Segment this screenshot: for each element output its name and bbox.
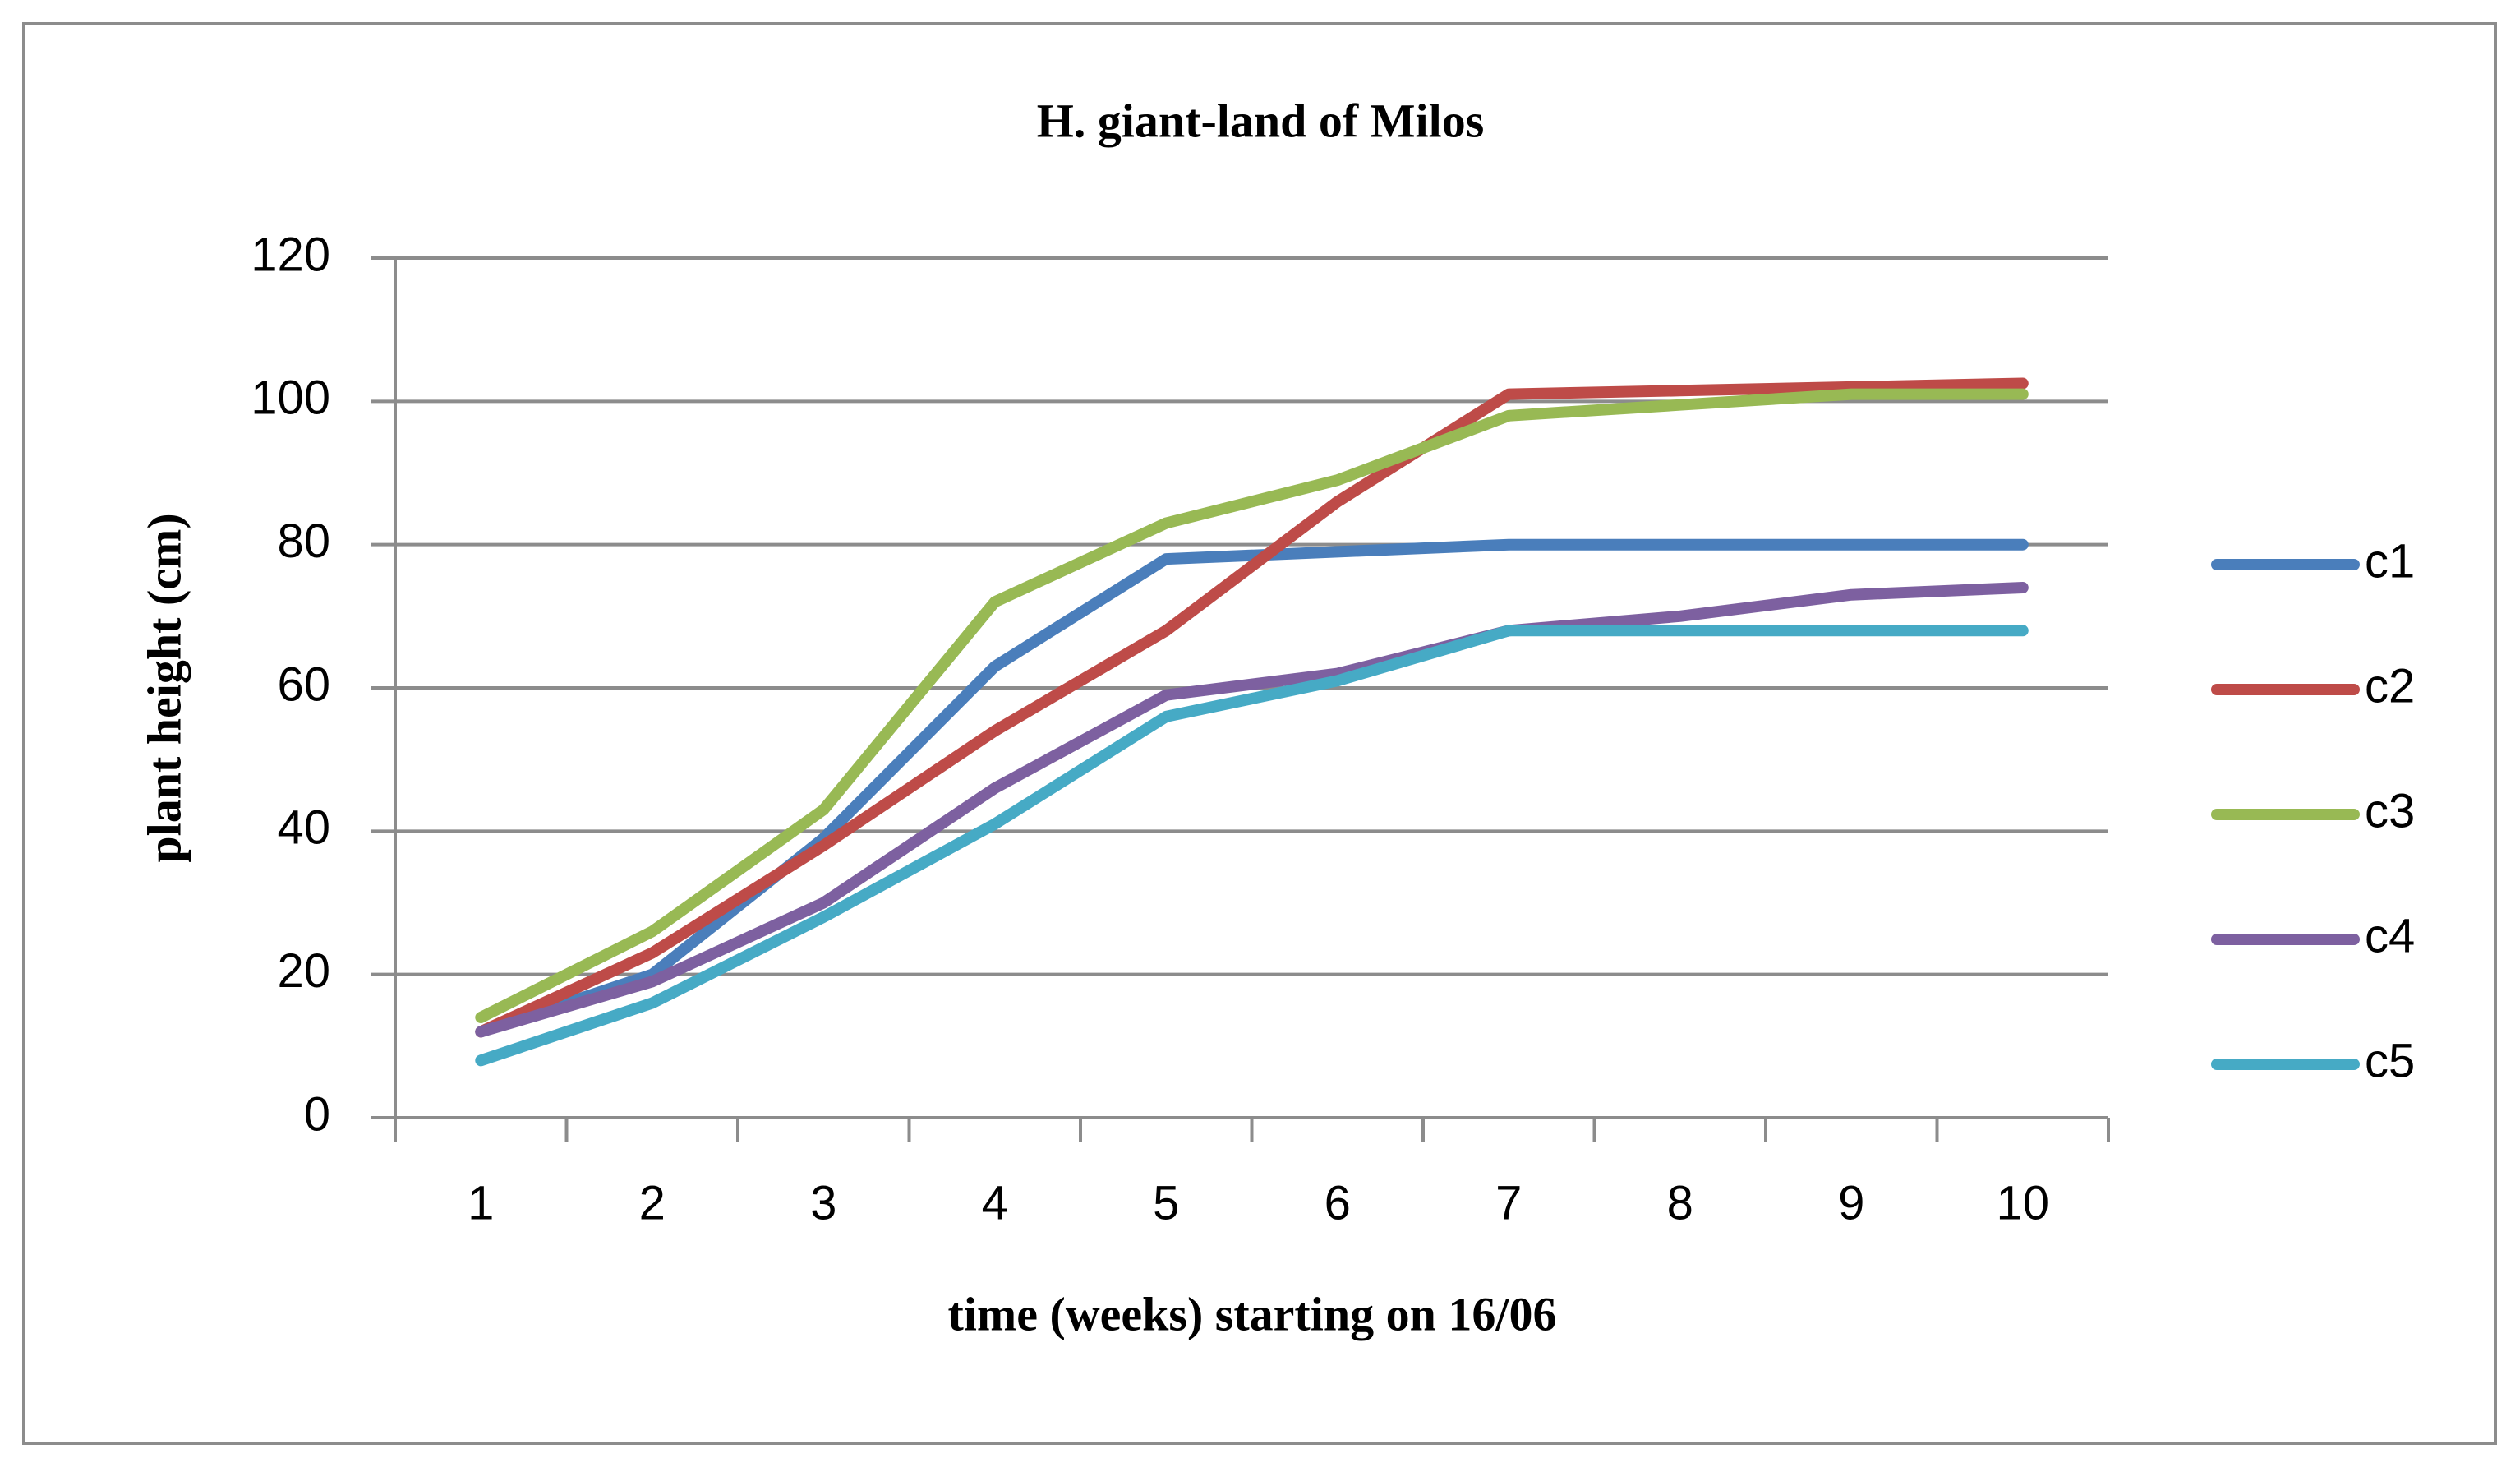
y-tick-label: 20 bbox=[277, 944, 330, 998]
legend-label: c2 bbox=[2365, 659, 2415, 713]
x-tick-label: 3 bbox=[810, 1176, 836, 1229]
legend-label: c4 bbox=[2365, 909, 2415, 962]
legend-label: c1 bbox=[2365, 534, 2415, 588]
x-tick-label: 5 bbox=[1153, 1176, 1179, 1229]
series-line bbox=[475, 582, 2029, 1038]
series-line bbox=[475, 388, 2029, 1023]
x-tick-label: 10 bbox=[1996, 1176, 2049, 1229]
series-line bbox=[475, 538, 2029, 1038]
y-tick-label: 80 bbox=[277, 514, 330, 568]
x-tick-label: 4 bbox=[982, 1176, 1008, 1229]
y-tick-label: 40 bbox=[277, 801, 330, 855]
legend-label: c3 bbox=[2365, 784, 2415, 837]
y-tick-label: 60 bbox=[277, 657, 330, 711]
x-tick-label: 9 bbox=[1838, 1176, 1864, 1229]
chart-border bbox=[22, 22, 2497, 1445]
series-line bbox=[475, 377, 2029, 1038]
x-tick-label: 6 bbox=[1324, 1176, 1351, 1229]
x-tick-label: 7 bbox=[1495, 1176, 1522, 1229]
x-tick-label: 2 bbox=[639, 1176, 666, 1229]
chart-title: H. giant-land of Milos bbox=[1037, 94, 1485, 147]
x-tick-label: 8 bbox=[1667, 1176, 1693, 1229]
x-axis-label: time (weeks) starting on 16/06 bbox=[947, 1287, 1556, 1340]
x-tick-label: 1 bbox=[468, 1176, 494, 1229]
y-tick-label: 100 bbox=[251, 371, 330, 425]
series-line bbox=[475, 625, 2029, 1067]
y-tick-label: 120 bbox=[251, 228, 330, 281]
legend-label: c5 bbox=[2365, 1034, 2415, 1087]
y-tick-label: 0 bbox=[304, 1087, 330, 1141]
y-axis-label: plant height (cm) bbox=[137, 513, 191, 862]
